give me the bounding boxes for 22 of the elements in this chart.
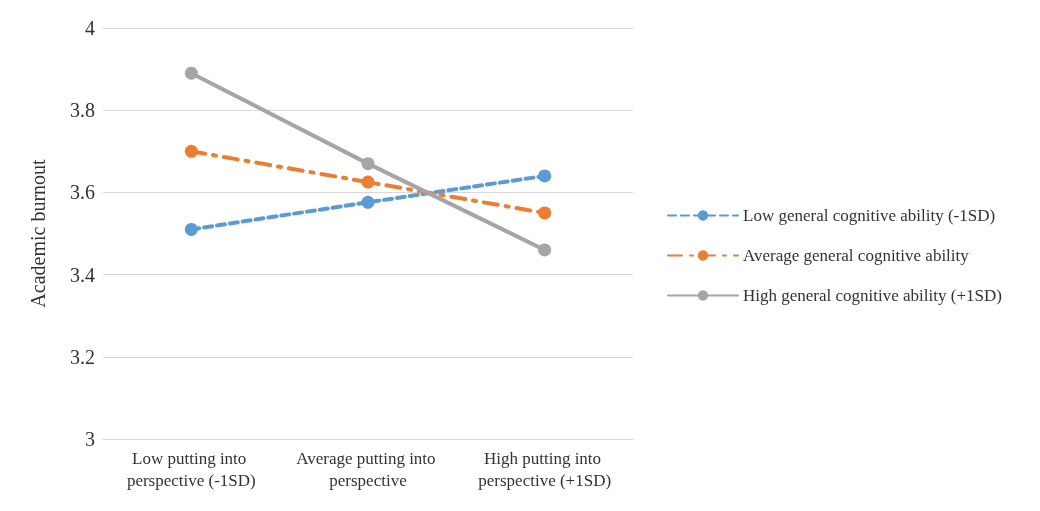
point (538, 206, 552, 220)
y-tick-label: 4 (85, 17, 95, 39)
x-tick-label: Average putting into perspective (296, 448, 440, 490)
point (361, 195, 375, 209)
point (184, 144, 198, 158)
point (361, 157, 375, 171)
y-tick-label: 3.6 (70, 181, 95, 204)
y-tick-label: 3.8 (70, 99, 95, 122)
y-axis-title: Academic burnout (27, 158, 49, 308)
point (184, 66, 198, 80)
y-tick-label: 3 (85, 428, 95, 450)
legend-label: Average general cognitive ability (743, 246, 970, 265)
point (538, 243, 552, 257)
point (184, 222, 198, 236)
x-tick-label: High putting into perspective (+1SD) (478, 448, 612, 490)
y-tick-label: 3.2 (70, 345, 95, 368)
legend-label: High general cognitive ability (+1SD) (743, 286, 1002, 305)
y-tick-label: 3.4 (70, 263, 95, 286)
point (538, 169, 552, 183)
point (361, 175, 375, 189)
legend-label: Low general cognitive ability (-1SD) (743, 206, 996, 225)
x-tick-label: Low putting into perspective (-1SD) (126, 448, 256, 490)
